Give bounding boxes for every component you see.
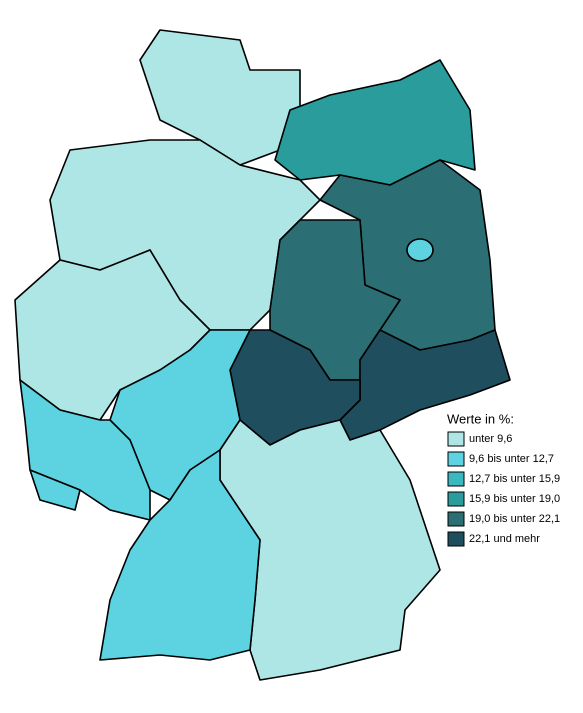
legend-label: 19,0 bis unter 22,1 [469, 513, 560, 525]
region [274, 59, 476, 186]
legend-label: 9,6 bis unter 12,7 [469, 453, 554, 465]
legend-swatch [447, 431, 465, 447]
region [19, 379, 151, 521]
region [29, 469, 81, 511]
legend-swatch [447, 531, 465, 547]
legend-swatch [447, 511, 465, 527]
region [406, 238, 434, 262]
legend: Werte in %: unter 9,6 9,6 bis unter 12,7 1… [447, 411, 560, 547]
regions [14, 29, 511, 681]
legend-swatch [447, 471, 465, 487]
legend-label: unter 9,6 [469, 433, 512, 445]
legend-label: 15,9 bis unter 19,0 [469, 493, 560, 505]
region [99, 449, 261, 661]
legend-title: Werte in %: [447, 411, 514, 426]
legend-label: 12,7 bis unter 15,9 [469, 473, 560, 485]
legend-label: 22,1 und mehr [469, 533, 540, 545]
legend-swatch [447, 491, 465, 507]
legend-swatch [447, 451, 465, 467]
